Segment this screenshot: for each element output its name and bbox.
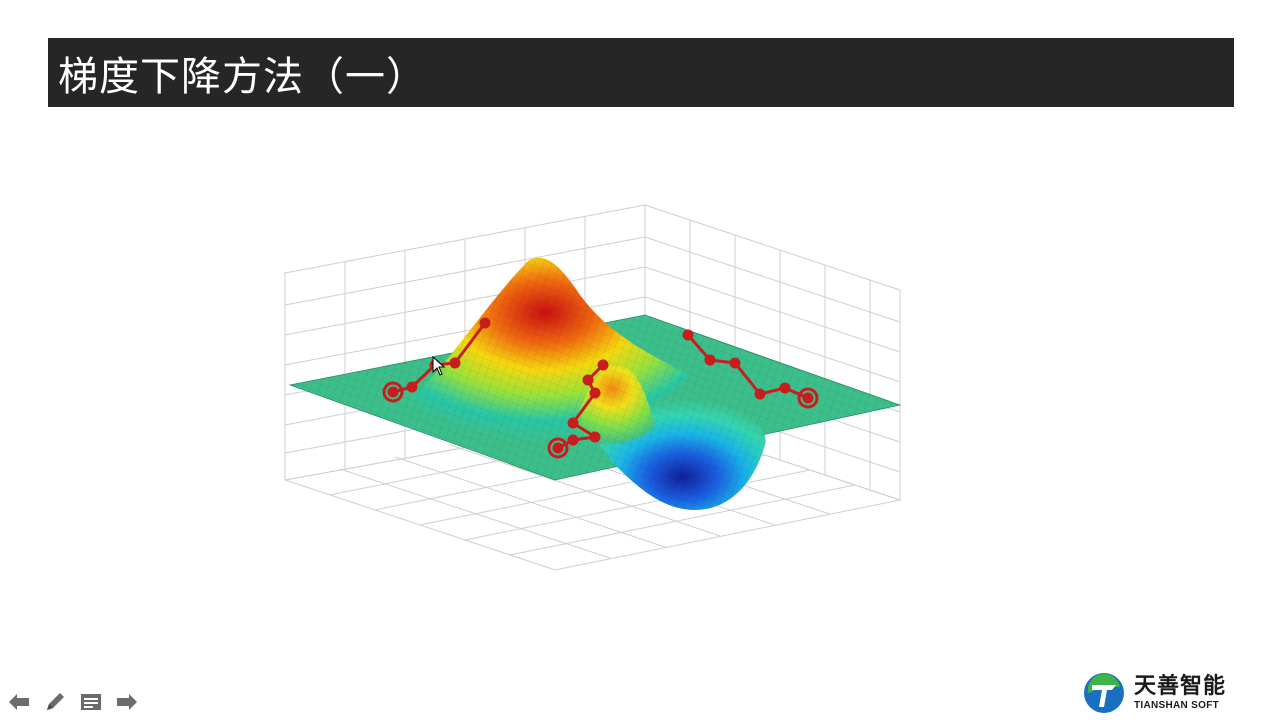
presentation-toolbar	[6, 688, 140, 716]
previous-arrow-icon[interactable]	[6, 689, 32, 715]
logo-chinese-name: 天善智能	[1134, 673, 1227, 699]
mouse-cursor	[432, 355, 446, 376]
slide-title-bar: 梯度下降方法（一）	[48, 38, 1234, 107]
descent-paths	[382, 317, 819, 459]
company-logo: 天善智能 TIANSHAN SOFT	[1082, 670, 1252, 716]
next-arrow-icon[interactable]	[114, 689, 140, 715]
surface-plot-image	[284, 204, 902, 571]
logo-english-name: TIANSHAN SOFT	[1134, 699, 1220, 711]
slides-menu-icon[interactable]	[78, 689, 104, 715]
pen-icon[interactable]	[42, 689, 68, 715]
tianshan-logo-icon	[1084, 673, 1124, 713]
gradient-descent-surface-figure	[270, 195, 920, 595]
slide-title: 梯度下降方法（一）	[58, 53, 427, 100]
